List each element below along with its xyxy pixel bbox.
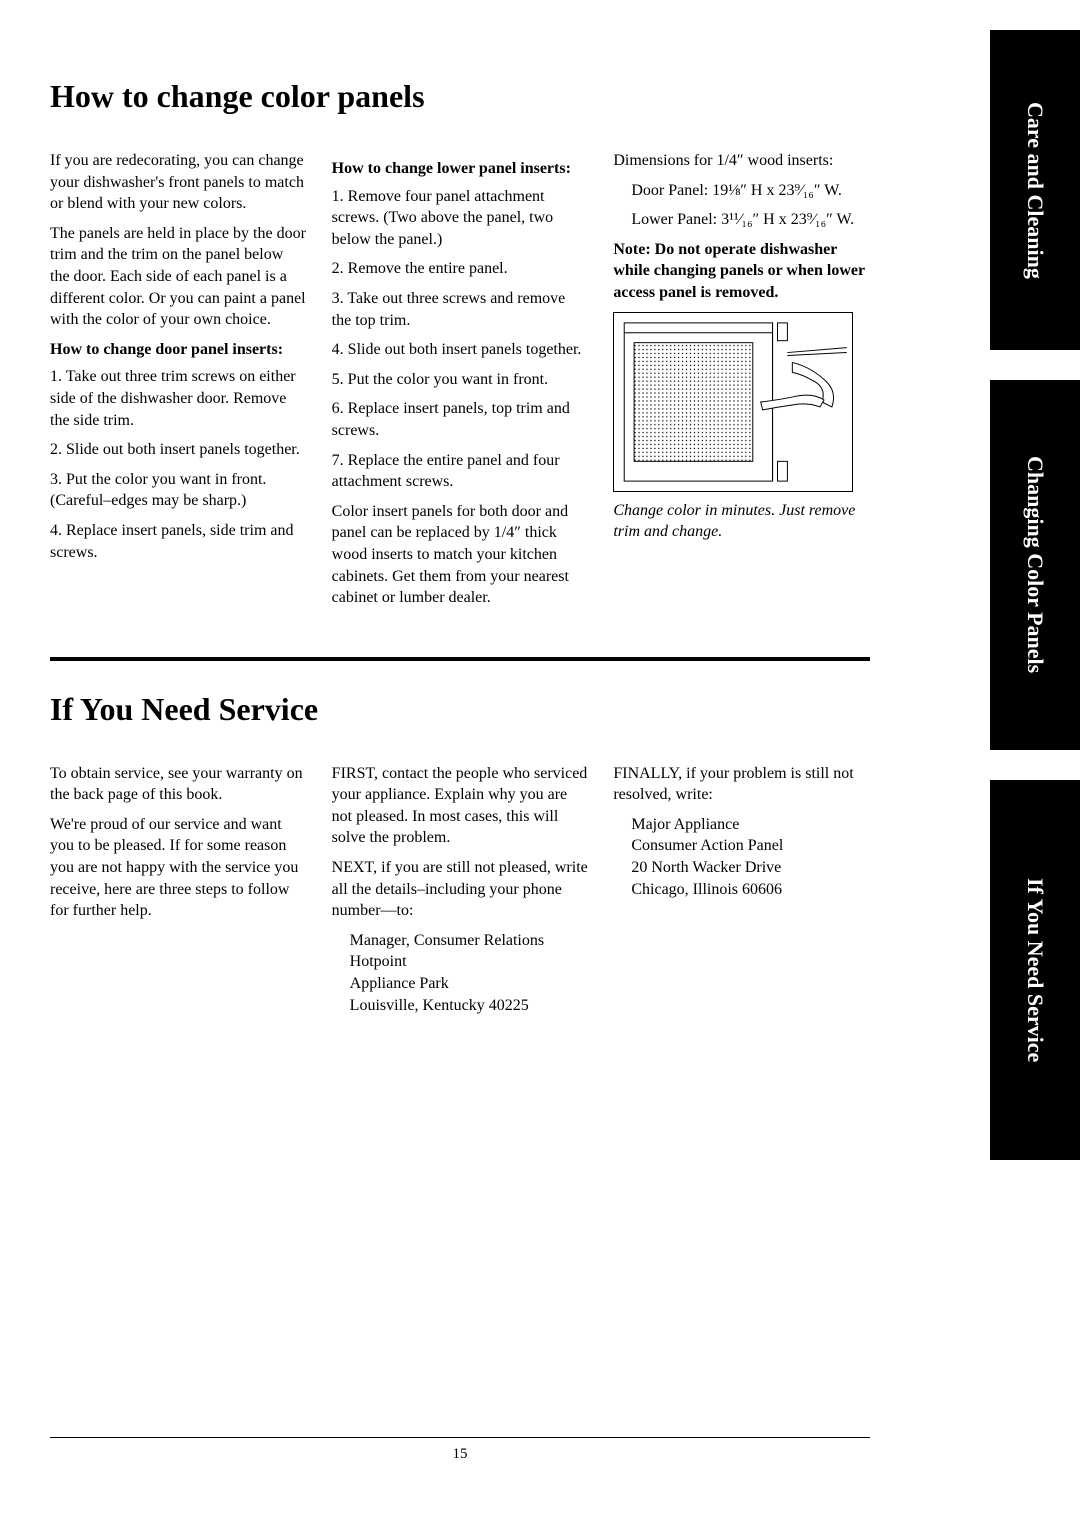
list-step: 1. Take out three trim screws on either … — [50, 366, 307, 431]
list-step: 2. Slide out both insert panels together… — [50, 439, 307, 461]
body-text: NEXT, if you are still not pleased, writ… — [332, 857, 589, 922]
list-step: 3. Take out three screws and remove the … — [332, 288, 589, 331]
section1-col2: How to change lower panel inserts: 1. Re… — [332, 150, 589, 617]
section1-columns: If you are redecorating, you can change … — [50, 150, 870, 617]
section2-col3: FINALLY, if your problem is still not re… — [613, 763, 870, 1017]
list-step: 2. Remove the entire panel. — [332, 258, 589, 280]
body-text: To obtain service, see your warranty on … — [50, 763, 307, 806]
dimension-text: Lower Panel: 3¹¹⁄₁₆″ H x 23⁹⁄₁₆″ W. — [613, 209, 870, 231]
body-text: FIRST, contact the people who serviced y… — [332, 763, 589, 849]
tab-need-service[interactable]: If You Need Service — [990, 780, 1080, 1160]
address-line: 20 North Wacker Drive — [631, 857, 870, 879]
body-text: If you are redecorating, you can change … — [50, 150, 307, 215]
tab-care-cleaning[interactable]: Care and Cleaning — [990, 30, 1080, 350]
figure-caption: Change color in minutes. Just remove tri… — [613, 500, 870, 543]
section1-title: How to change color panels — [50, 78, 870, 115]
address-line: Manager, Consumer Relations — [350, 930, 589, 952]
page-container: How to change color panels If you are re… — [0, 0, 1080, 1518]
subheading: How to change door panel inserts: — [50, 339, 307, 361]
section-divider — [50, 657, 870, 661]
tab-changing-panels[interactable]: Changing Color Panels — [990, 380, 1080, 750]
section2-columns: To obtain service, see your warranty on … — [50, 763, 870, 1017]
list-step: 4. Replace insert panels, side trim and … — [50, 520, 307, 563]
page-number: 15 — [50, 1446, 870, 1463]
section2-col1: To obtain service, see your warranty on … — [50, 763, 307, 1017]
section1-col3: Dimensions for 1/4″ wood inserts: Door P… — [613, 150, 870, 617]
note-text: Note: Do not operate dishwasher while ch… — [613, 239, 870, 304]
body-text: Color insert panels for both door and pa… — [332, 501, 589, 609]
list-step: 3. Put the color you want in front. (Car… — [50, 469, 307, 512]
address-line: Chicago, Illinois 60606 — [631, 879, 870, 901]
body-text: Dimensions for 1/4″ wood inserts: — [613, 150, 870, 172]
main-content: How to change color panels If you are re… — [50, 78, 870, 1016]
list-step: 5. Put the color you want in front. — [332, 369, 589, 391]
list-step: 6. Replace insert panels, top trim and s… — [332, 398, 589, 441]
address-line: Hotpoint — [350, 951, 589, 973]
body-text: The panels are held in place by the door… — [50, 223, 307, 331]
list-step: 7. Replace the entire panel and four att… — [332, 450, 589, 493]
diagram-icon — [614, 313, 852, 491]
section1-col1: If you are redecorating, you can change … — [50, 150, 307, 617]
body-text: We're proud of our service and want you … — [50, 814, 307, 922]
footer-divider — [50, 1437, 870, 1438]
dimension-text: Door Panel: 19⅛″ H x 23⁹⁄₁₆″ W. — [613, 180, 870, 202]
section2-col2: FIRST, contact the people who serviced y… — [332, 763, 589, 1017]
side-tabs: Care and Cleaning Changing Color Panels … — [990, 30, 1080, 1190]
panel-diagram — [613, 312, 853, 492]
address-block: Major Appliance Consumer Action Panel 20… — [613, 814, 870, 900]
address-line: Appliance Park — [350, 973, 589, 995]
body-text: FINALLY, if your problem is still not re… — [613, 763, 870, 806]
section2-title: If You Need Service — [50, 691, 870, 728]
subheading: How to change lower panel inserts: — [332, 158, 589, 180]
list-step: 1. Remove four panel attachment screws. … — [332, 186, 589, 251]
address-line: Louisville, Kentucky 40225 — [350, 995, 589, 1017]
address-block: Manager, Consumer Relations Hotpoint App… — [332, 930, 589, 1016]
address-line: Consumer Action Panel — [631, 835, 870, 857]
list-step: 4. Slide out both insert panels together… — [332, 339, 589, 361]
address-line: Major Appliance — [631, 814, 870, 836]
